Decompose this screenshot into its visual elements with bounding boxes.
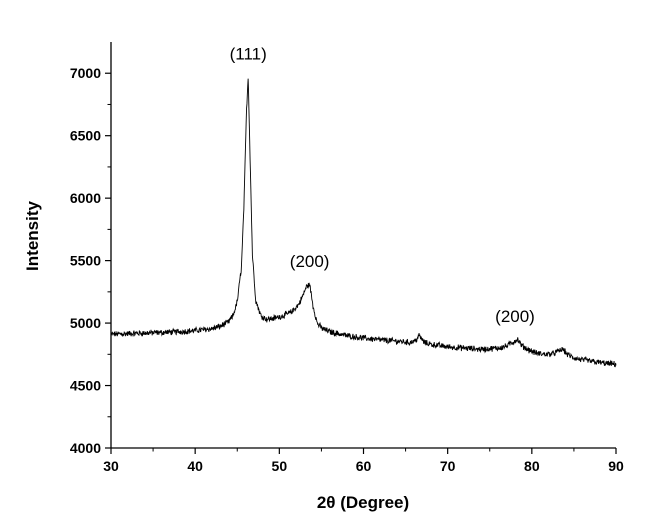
x-tick-label: 90 — [608, 458, 624, 474]
x-tick-label: 40 — [187, 458, 203, 474]
y-tick-label: 7000 — [70, 65, 101, 81]
y-tick-label: 4000 — [70, 440, 101, 456]
peak-label: (200) — [495, 307, 535, 326]
x-tick-label: 70 — [440, 458, 456, 474]
x-axis-title: 2θ (Degree) — [317, 493, 409, 512]
peak-label: (200) — [290, 252, 330, 271]
x-tick-label: 30 — [103, 458, 119, 474]
plot-area — [110, 78, 617, 368]
x-axis: 30 40 50 60 70 80 90 — [103, 447, 624, 474]
x-tick-label: 80 — [524, 458, 540, 474]
y-tick-label: 5000 — [70, 315, 101, 331]
xrd-series-line — [110, 78, 617, 368]
x-tick-label: 50 — [272, 458, 288, 474]
y-axis-title: Intensity — [23, 201, 42, 271]
y-tick-label: 5500 — [70, 253, 101, 269]
y-tick-label: 4500 — [70, 378, 101, 394]
peak-label: (111) — [230, 44, 267, 63]
y-axis: 4000 4500 5000 5500 6000 6500 7000 — [70, 42, 112, 456]
y-tick-label: 6000 — [70, 190, 101, 206]
peak-annotations: (111) (200) (200) — [230, 44, 535, 325]
y-tick-label: 6500 — [70, 128, 101, 144]
x-tick-label: 60 — [356, 458, 372, 474]
